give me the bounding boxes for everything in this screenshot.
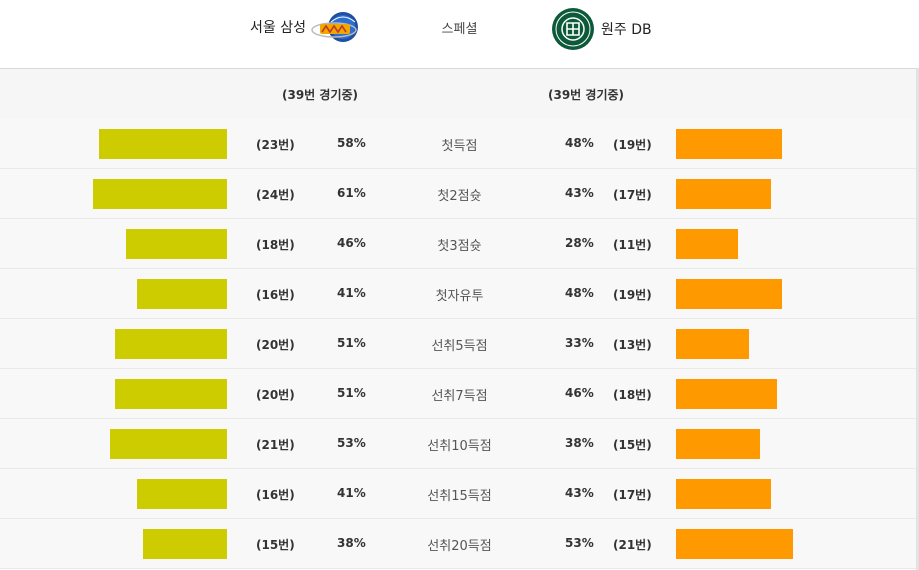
stat-row: (21번) 53% 선취10득점 38% (15번) (0, 419, 916, 469)
away-count: (17번) (613, 488, 652, 502)
stat-row: (24번) 61% 첫2점슛 43% (17번) (0, 169, 916, 219)
home-count: (21번) (256, 438, 295, 452)
away-count: (19번) (613, 288, 652, 302)
home-stat-bar (93, 179, 227, 209)
away-stat-bar (676, 479, 771, 509)
away-count: (15번) (613, 438, 652, 452)
stat-row: (16번) 41% 첫자유투 48% (19번) (0, 269, 916, 319)
stat-label: 첫득점 (441, 139, 478, 154)
home-count: (16번) (256, 288, 295, 302)
home-team[interactable]: 서울 삼성 (250, 12, 364, 42)
stat-row: (16번) 41% 선취15득점 43% (17번) (0, 469, 916, 519)
home-stat-bar (110, 429, 227, 459)
games-played-row: (39번 경기중) (39번 경기중) (0, 69, 916, 120)
away-percent: 33% (565, 336, 594, 350)
away-percent: 48% (565, 136, 594, 150)
home-count: (16번) (256, 488, 295, 502)
home-percent: 58% (337, 136, 366, 150)
home-stat-bar (137, 279, 227, 309)
away-percent: 43% (565, 486, 594, 500)
away-percent: 43% (565, 186, 594, 200)
home-percent: 46% (337, 236, 366, 250)
stat-label: 선취5득점 (431, 339, 488, 354)
home-percent: 51% (337, 386, 366, 400)
away-percent: 48% (565, 286, 594, 300)
away-team[interactable]: 원주 DB (551, 6, 652, 52)
stat-row: (20번) 51% 선취7득점 46% (18번) (0, 369, 916, 419)
away-percent: 53% (565, 536, 594, 550)
stat-label: 선취15득점 (427, 489, 492, 504)
home-count: (15번) (256, 538, 295, 552)
stat-label: 선취7득점 (431, 389, 488, 404)
away-team-name: 원주 DB (601, 22, 652, 38)
home-team-name: 서울 삼성 (250, 20, 306, 36)
home-percent: 51% (337, 336, 366, 350)
home-percent: 41% (337, 286, 366, 300)
away-percent: 46% (565, 386, 594, 400)
header: 서울 삼성 스페셜 원주 DB (0, 0, 919, 69)
away-stat-bar (676, 129, 782, 159)
stat-label: 선취10득점 (427, 439, 492, 454)
stat-row: (20번) 51% 선취5득점 33% (13번) (0, 319, 916, 369)
wonju-db-promy-logo-icon (552, 8, 594, 50)
stat-label: 첫2점슛 (437, 189, 482, 204)
special-title: 스페셜 (441, 22, 478, 37)
away-stat-bar (676, 179, 771, 209)
home-percent: 38% (337, 536, 366, 550)
home-stat-bar (115, 329, 227, 359)
away-count: (21번) (613, 538, 652, 552)
home-percent: 41% (337, 486, 366, 500)
away-count: (17번) (613, 188, 652, 202)
stat-label: 첫3점슛 (437, 239, 482, 254)
away-stat-bar (676, 229, 738, 259)
stat-row: (18번) 46% 첫3점슛 28% (11번) (0, 219, 916, 269)
away-stat-bar (676, 529, 793, 559)
home-percent: 53% (337, 436, 366, 450)
home-percent: 61% (337, 186, 366, 200)
away-stat-bar (676, 379, 777, 409)
stat-row: (23번) 58% 첫득점 48% (19번) (0, 119, 916, 169)
away-stat-bar (676, 329, 749, 359)
stats-table: (23번) 58% 첫득점 48% (19번) (24번) 61% 첫2점슛 43% (17번)(… (0, 119, 916, 569)
home-count: (20번) (256, 338, 295, 352)
away-count: (18번) (613, 388, 652, 402)
away-percent: 28% (565, 236, 594, 250)
home-count: (24번) (256, 188, 295, 202)
samsung-thunders-logo-icon (311, 12, 358, 42)
stat-label: 선취20득점 (427, 539, 492, 554)
away-stat-bar (676, 279, 782, 309)
home-count: (18번) (256, 238, 295, 252)
home-count: (23번) (256, 138, 295, 152)
home-stat-bar (99, 129, 227, 159)
home-stat-bar (137, 479, 227, 509)
home-count: (20번) (256, 388, 295, 402)
scrollbar[interactable] (916, 68, 919, 570)
stat-label: 첫자유투 (435, 289, 484, 304)
away-count: (13번) (613, 338, 652, 352)
away-count: (19번) (613, 138, 652, 152)
home-stat-bar (115, 379, 227, 409)
stat-row: (15번) 38% 선취20득점 53% (21번) (0, 519, 916, 569)
away-games-played: (39번 경기중) (548, 88, 625, 102)
home-stat-bar (126, 229, 227, 259)
away-count: (11번) (613, 238, 652, 252)
away-stat-bar (676, 429, 760, 459)
away-percent: 38% (565, 436, 594, 450)
home-games-played: (39번 경기중) (282, 88, 359, 102)
home-stat-bar (143, 529, 227, 559)
